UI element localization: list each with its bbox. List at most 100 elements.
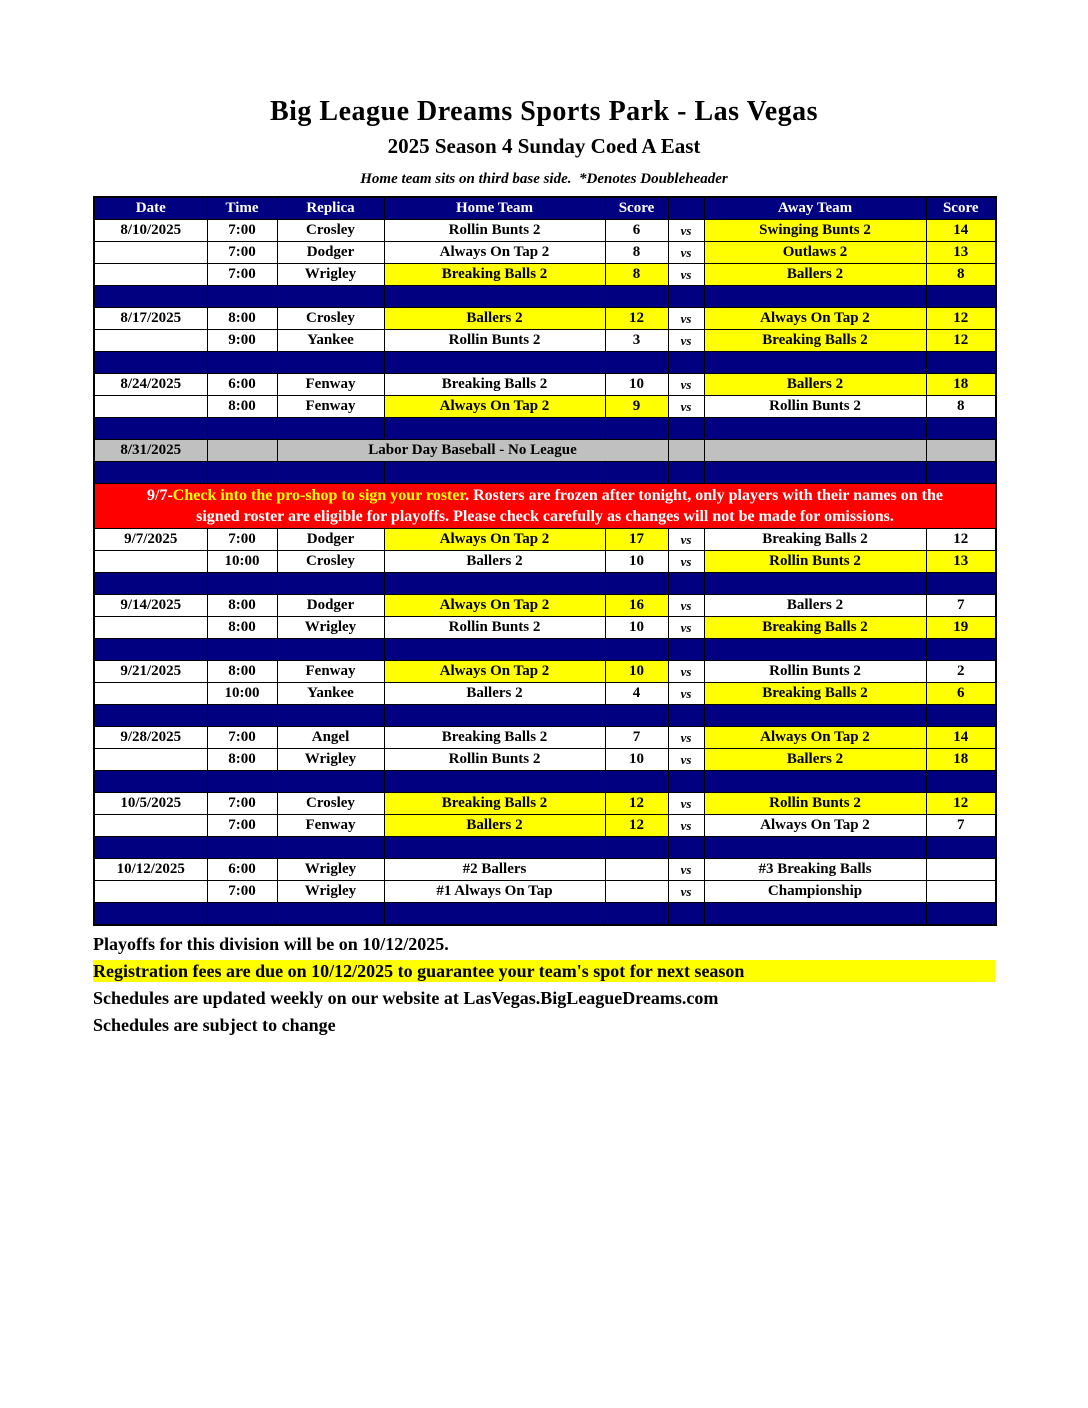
date-cell: 9/28/2025 (93, 726, 208, 749)
date-cell: 9/14/2025 (93, 594, 208, 617)
date-cell: 8/31/2025 (93, 439, 208, 462)
away-score-cell: 12 (925, 528, 997, 551)
replica-cell: Yankee (276, 329, 385, 352)
time-cell: 7:00 (206, 792, 278, 815)
divider-cell (383, 351, 606, 374)
away-score-cell: 14 (925, 219, 997, 242)
column-header-away-score: Score (925, 196, 997, 220)
home-score-cell: 9 (604, 395, 669, 418)
divider-cell (703, 572, 927, 595)
divider-cell (703, 704, 927, 727)
divider-row (93, 836, 997, 859)
divider-cell (276, 351, 385, 374)
time-cell: 9:00 (206, 329, 278, 352)
home-team-cell: Always On Tap 2 (383, 241, 606, 264)
divider-cell (383, 704, 606, 727)
divider-cell (93, 285, 208, 308)
time-cell: 8:00 (206, 395, 278, 418)
home-score-cell (604, 858, 669, 881)
game-row: 8:00 Wrigley Rollin Bunts 2 10 vs Ballers 2 18 (93, 748, 997, 771)
divider-row (93, 572, 997, 595)
replica-cell: Fenway (276, 814, 385, 837)
divider-cell (925, 704, 997, 727)
divider-cell (276, 461, 385, 484)
away-team-cell: Breaking Balls 2 (703, 682, 927, 705)
time-cell: 8:00 (206, 616, 278, 639)
divider-cell (703, 351, 927, 374)
away-team-cell (703, 439, 927, 462)
home-score-cell: 3 (604, 329, 669, 352)
game-row: 9/21/2025 8:00 Fenway Always On Tap 2 10 vs Ro… (93, 660, 997, 683)
away-score-cell (925, 880, 997, 903)
date-cell (93, 682, 208, 705)
date-cell: 8/24/2025 (93, 373, 208, 396)
home-team-cell: Ballers 2 (383, 307, 606, 330)
column-header-vs (667, 196, 705, 220)
away-team-cell: Swinging Bunts 2 (703, 219, 927, 242)
divider-cell (703, 770, 927, 793)
divider-cell (206, 572, 278, 595)
divider-cell (604, 902, 669, 926)
divider-cell (667, 461, 705, 484)
game-row: 7:00 Wrigley #1 Always On Tap vs Championshi… (93, 880, 997, 903)
divider-cell (604, 638, 669, 661)
replica-cell: Fenway (276, 395, 385, 418)
labor-day-row: 8/31/2025 Labor Day Baseball - No League (93, 439, 997, 462)
divider-cell (925, 417, 997, 440)
divider-cell (93, 770, 208, 793)
divider-cell (604, 704, 669, 727)
replica-cell: Wrigley (276, 616, 385, 639)
away-team-cell: Always On Tap 2 (703, 726, 927, 749)
divider-cell (703, 638, 927, 661)
home-score-cell: 4 (604, 682, 669, 705)
vs-label: vs (667, 858, 705, 881)
roster-banner-row: 9/7-Check into the pro-shop to sign your… (93, 483, 997, 529)
divider-cell (383, 417, 606, 440)
away-score-cell (925, 439, 997, 462)
replica-cell: Wrigley (276, 880, 385, 903)
game-row: 10/12/2025 6:00 Wrigley #2 Ballers vs #3 Brea… (93, 858, 997, 881)
divider-cell (925, 461, 997, 484)
away-team-cell: Rollin Bunts 2 (703, 660, 927, 683)
replica-cell: Dodger (276, 528, 385, 551)
time-cell: 7:00 (206, 241, 278, 264)
divider-cell (383, 285, 606, 308)
vs-label: vs (667, 814, 705, 837)
divider-cell (276, 836, 385, 859)
vs-label: vs (667, 395, 705, 418)
divider-row (93, 770, 997, 793)
home-score-cell: 16 (604, 594, 669, 617)
divider-cell (925, 902, 997, 926)
banner-line2: signed roster are eligible for playoffs.… (196, 508, 894, 525)
vs-label: vs (667, 616, 705, 639)
time-cell: 8:00 (206, 307, 278, 330)
divider-cell (206, 461, 278, 484)
divider-cell (925, 836, 997, 859)
date-cell: 8/10/2025 (93, 219, 208, 242)
divider-cell (667, 572, 705, 595)
column-header-home-score: Score (604, 196, 669, 220)
time-cell: 8:00 (206, 594, 278, 617)
vs-label: vs (667, 792, 705, 815)
vs-label: vs (667, 241, 705, 264)
game-row: 9:00 Yankee Rollin Bunts 2 3 vs Breaking Ball… (93, 329, 997, 352)
away-score-cell: 6 (925, 682, 997, 705)
divider-row (93, 351, 997, 374)
divider-cell (667, 285, 705, 308)
game-row: 8:00 Wrigley Rollin Bunts 2 10 vs Breaking Ba… (93, 616, 997, 639)
home-team-cell: Breaking Balls 2 (383, 792, 606, 815)
away-team-cell: Breaking Balls 2 (703, 616, 927, 639)
time-cell (206, 439, 278, 462)
replica-cell: Crosley (276, 219, 385, 242)
vs-cell (667, 439, 705, 462)
away-team-cell: #3 Breaking Balls (703, 858, 927, 881)
home-team-note: Home team sits on third base side. *Deno… (360, 171, 728, 187)
time-cell: 7:00 (206, 726, 278, 749)
column-header-home-team: Home Team (383, 196, 606, 220)
away-score-cell: 7 (925, 814, 997, 837)
divider-cell (383, 461, 606, 484)
away-score-cell: 12 (925, 307, 997, 330)
divider-cell (703, 285, 927, 308)
home-team-cell: Breaking Balls 2 (383, 373, 606, 396)
away-team-cell: Rollin Bunts 2 (703, 792, 927, 815)
